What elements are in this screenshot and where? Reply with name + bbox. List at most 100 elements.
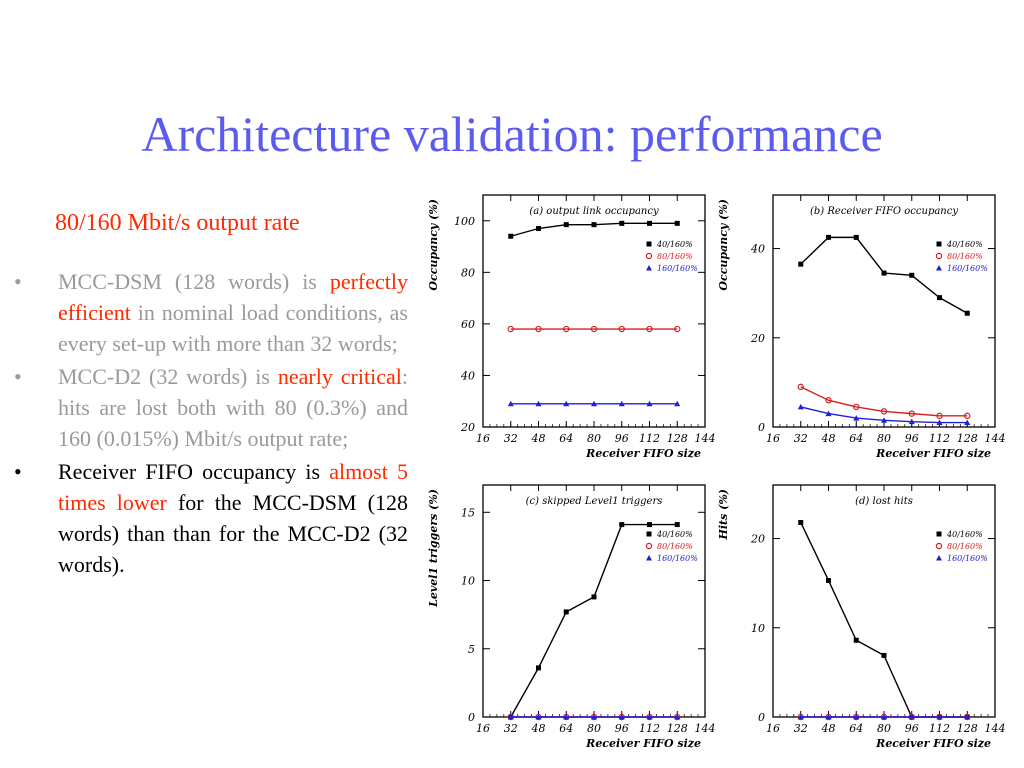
- x-tick-label: 128: [957, 432, 978, 445]
- y-tick-label: 80: [461, 266, 475, 279]
- y-tick-label: 20: [750, 332, 765, 345]
- data-point: [646, 531, 652, 537]
- x-tick-label: 128: [667, 722, 688, 735]
- legend-entry: 80/160%: [657, 252, 693, 261]
- y-tick-label: 5: [468, 643, 475, 656]
- bullet-dot-icon: •: [14, 364, 22, 389]
- bullet-item: • MCC-D2 (32 words) is nearly critical: h…: [14, 361, 408, 454]
- data-point: [647, 220, 652, 226]
- x-tick-label: 32: [504, 722, 518, 735]
- x-tick-label: 112: [639, 722, 660, 735]
- x-tick-label: 16: [476, 432, 490, 445]
- data-point: [645, 252, 653, 260]
- data-point: [507, 714, 514, 720]
- bullet-dot-icon: •: [14, 459, 22, 484]
- data-point: [881, 652, 887, 658]
- x-tick-label: 144: [695, 722, 716, 735]
- x-tick-label: 16: [766, 722, 780, 735]
- data-point: [674, 400, 681, 407]
- data-point: [647, 522, 652, 528]
- data-point: [826, 234, 831, 240]
- chart-panel: 16 32 48 64 80 96 112 128 144 0 5 10 15 Receiver FIFO…: [427, 484, 716, 750]
- x-tick-label: 48: [531, 722, 546, 735]
- x-tick-label: 16: [476, 722, 490, 735]
- plot-frame: [772, 194, 996, 428]
- chart-panel: 16 32 48 64 80 96 112 128 144 0 10 20 Receiver FIFO …: [717, 484, 1006, 750]
- plot-frame: [482, 484, 706, 718]
- x-tick-label: 112: [929, 432, 950, 445]
- y-tick-label: 60: [461, 318, 475, 331]
- bullet-text: MCC-DSM (128 words) is: [58, 269, 330, 294]
- plot-frame: [772, 484, 996, 718]
- x-tick-label: 32: [794, 432, 808, 445]
- bullet-item: • MCC-DSM (128 words) is perfectly effici…: [14, 266, 408, 359]
- bullet-text: for the MCC-DSM (128 words) than than fo…: [58, 490, 408, 577]
- y-tick-label: 20: [750, 533, 765, 546]
- bullet-highlight: almost 5 times lower: [58, 459, 408, 515]
- bullet-text: MCC-D2 (32 words) is: [58, 364, 278, 389]
- data-point: [618, 400, 625, 407]
- data-point: [536, 665, 541, 671]
- legend-entry: 80/160%: [947, 252, 983, 261]
- chart-title: (c) skipped Level1 triggers: [526, 496, 663, 507]
- x-tick-label: 96: [615, 432, 629, 445]
- data-point: [936, 555, 942, 561]
- x-tick-label: 144: [695, 432, 716, 445]
- legend-entry: 160/160%: [657, 264, 698, 273]
- legend-entry: 160/160%: [947, 264, 988, 273]
- data-point: [646, 325, 653, 333]
- data-point: [591, 222, 597, 228]
- data-point: [590, 325, 598, 333]
- data-point: [645, 542, 653, 550]
- y-tick-label: 20: [460, 421, 475, 434]
- data-point: [935, 542, 943, 550]
- data-point: [674, 522, 680, 528]
- chart-title: (d) lost hits: [855, 496, 913, 507]
- legend-entry: 40/160%: [656, 530, 693, 539]
- data-point: [591, 594, 597, 600]
- data-point: [535, 400, 542, 407]
- x-tick-label: 32: [504, 432, 518, 445]
- x-tick-label: 144: [985, 722, 1006, 735]
- x-tick-label: 64: [559, 722, 573, 735]
- x-tick-label: 48: [821, 722, 836, 735]
- x-tick-label: 112: [929, 722, 950, 735]
- data-point: [535, 714, 542, 720]
- data-point: [853, 234, 859, 240]
- data-point: [936, 531, 942, 537]
- data-point: [909, 272, 915, 278]
- x-tick-label: 80: [587, 722, 601, 735]
- data-point: [936, 714, 943, 720]
- data-point: [964, 412, 971, 420]
- data-point: [646, 241, 652, 247]
- bullet-item: • Receiver FIFO occupancy is almost 5 tim…: [14, 456, 408, 580]
- data-point: [880, 408, 888, 415]
- data-point: [936, 241, 942, 247]
- data-point: [908, 418, 915, 425]
- legend-entry: 160/160%: [657, 554, 698, 563]
- data-point: [619, 522, 625, 528]
- x-tick-label: 96: [905, 432, 919, 445]
- data-point: [825, 410, 832, 417]
- x-axis-label: Receiver FIFO size: [585, 447, 701, 460]
- data-point: [908, 714, 915, 720]
- data-point: [964, 419, 971, 426]
- chart-panel: 16 32 48 64 80 96 112 128 144 0 20 40 Receiver FIFO …: [717, 194, 1006, 460]
- data-point: [936, 265, 942, 271]
- data-point: [825, 714, 832, 720]
- x-axis-label: Receiver FIFO size: [875, 447, 991, 460]
- data-point: [853, 403, 860, 411]
- data-point: [881, 714, 887, 720]
- legend-entry: 40/160%: [946, 530, 983, 539]
- data-point: [797, 714, 804, 720]
- data-point: [674, 220, 680, 226]
- charts-figure: 16 32 48 64 80 96 112 128 14420406080100Receiver…: [427, 194, 1006, 750]
- data-point: [563, 222, 569, 228]
- chart-title: (a) output link occupancy: [529, 206, 659, 217]
- x-axis-label: Receiver FIFO size: [585, 737, 701, 750]
- legend-entry: 80/160%: [657, 542, 693, 551]
- slide-subtitle: 80/160 Mbit/s output rate: [55, 210, 300, 236]
- data-point: [563, 400, 570, 407]
- data-point: [646, 265, 652, 271]
- bullet-list: • MCC-DSM (128 words) is perfectly effici…: [14, 266, 408, 582]
